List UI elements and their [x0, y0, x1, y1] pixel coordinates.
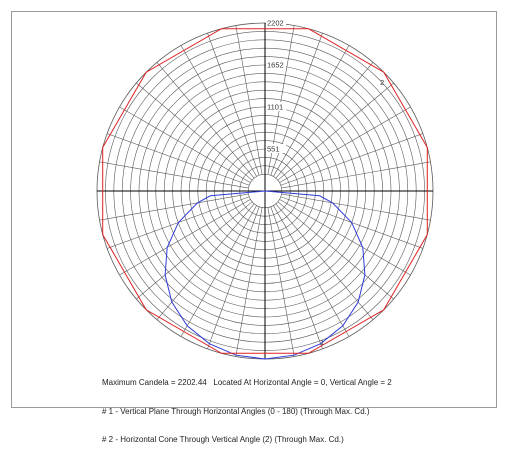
ring-label: 1652: [267, 60, 284, 69]
grid-spoke: [156, 203, 255, 320]
ring-label-bg: [266, 18, 286, 27]
grid-spoke: [275, 203, 374, 320]
grid-spoke: [273, 205, 350, 337]
polar-chart: 551 1101 1652 2202 1 2: [96, 18, 434, 360]
grid-spoke: [281, 193, 431, 221]
grid-spoke: [279, 199, 411, 276]
grid-spoke: [136, 82, 253, 181]
chart-notes: Maximum Candela = 2202.44 Located At Hor…: [102, 359, 392, 454]
grid-spoke: [280, 133, 423, 186]
grid-spoke: [273, 45, 350, 177]
ring-labels: 551 1101 1652 2202 1 2: [266, 18, 384, 347]
series-1-note: # 1 - Vertical Plane Through Horizontal …: [102, 406, 370, 416]
ring-label-bg: [266, 59, 286, 69]
grid-spoke: [267, 207, 295, 357]
grid-spoke: [99, 193, 249, 221]
polar-grid: [96, 22, 434, 360]
grid-spoke: [119, 199, 251, 276]
grid-spoke: [207, 33, 260, 176]
series-2-marker: 2: [380, 78, 384, 87]
series-layer: [102, 28, 428, 360]
grid-spoke: [235, 207, 263, 357]
grid-spoke: [281, 161, 431, 189]
series-1-marker: 1: [320, 338, 324, 347]
series-1-curve: [164, 190, 366, 360]
grid-spoke: [136, 201, 253, 300]
grid-spoke: [119, 106, 251, 183]
grid-spoke: [180, 45, 257, 177]
ring-label: 551: [267, 144, 280, 153]
series-2-note: # 2 - Horizontal Cone Through Vertical A…: [102, 435, 344, 444]
ring-label: 2202: [267, 19, 284, 28]
grid-spoke: [235, 25, 263, 175]
ring-label-bg: [266, 143, 286, 153]
grid-spoke: [277, 201, 394, 300]
ring-label: 1101: [267, 103, 283, 112]
ring-label-bg: [266, 102, 286, 111]
grid-spoke: [156, 62, 255, 179]
grid-spoke: [275, 62, 374, 179]
grid-spoke: [270, 206, 323, 349]
series-2-curve: [102, 28, 428, 354]
grid-spoke: [180, 205, 257, 337]
grid-spoke: [99, 161, 249, 189]
grid-spoke: [279, 106, 411, 183]
grid-spoke: [207, 206, 260, 349]
max-candela-note: Maximum Candela = 2202.44 Located At Hor…: [102, 378, 392, 387]
grid-spoke: [107, 133, 250, 186]
grid-spoke: [277, 82, 394, 181]
